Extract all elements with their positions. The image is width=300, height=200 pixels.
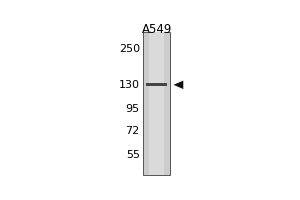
Bar xyxy=(149,32,164,175)
Bar xyxy=(143,32,170,175)
Text: A549: A549 xyxy=(142,23,172,36)
Text: 95: 95 xyxy=(126,104,140,114)
Text: 250: 250 xyxy=(119,44,140,54)
Text: 130: 130 xyxy=(119,80,140,90)
Bar xyxy=(146,83,167,86)
Text: 72: 72 xyxy=(126,126,140,136)
Polygon shape xyxy=(173,81,183,89)
Text: 55: 55 xyxy=(126,150,140,160)
